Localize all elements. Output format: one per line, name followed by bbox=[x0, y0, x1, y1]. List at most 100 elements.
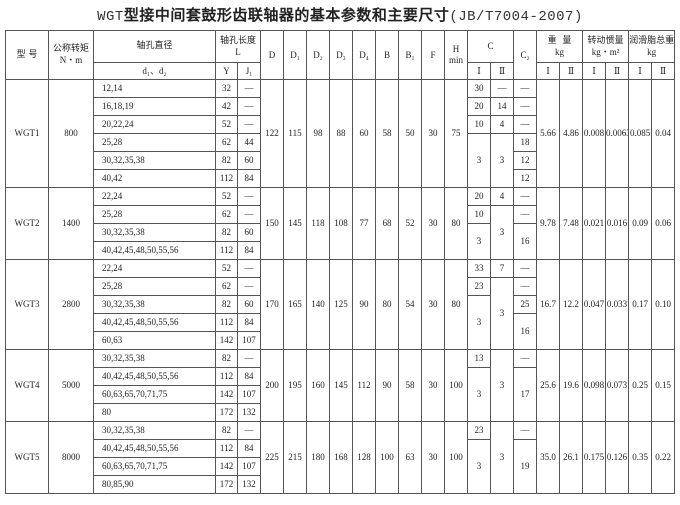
table-row: 40,42,45,48,50,55,56 112 84 3 19 bbox=[6, 439, 675, 494]
header-D1: D₁ bbox=[283, 30, 308, 80]
C2-cell: 12 bbox=[513, 169, 538, 188]
header-B1: B₁ bbox=[398, 30, 423, 80]
C2-cell: 16 bbox=[513, 313, 538, 350]
D1-cell: 165 bbox=[283, 259, 308, 350]
weight-II-cell: 26.1 bbox=[559, 421, 584, 494]
header-inertia-label: 转动惯量 bbox=[587, 35, 624, 46]
H-cell: 75 bbox=[444, 79, 469, 188]
C2-cell: — bbox=[513, 259, 538, 278]
length-Y-cell: 52 bbox=[215, 115, 238, 134]
header-D4: D₄ bbox=[352, 30, 377, 80]
length-J1-cell: 84 bbox=[236, 241, 262, 260]
bore-diameter-cell: 25,28 bbox=[93, 205, 216, 224]
header-grease: 润滑脂总重 kg bbox=[628, 30, 676, 63]
length-J1-cell: 60 bbox=[236, 151, 262, 170]
grease-II-cell: 0.15 bbox=[651, 349, 676, 422]
table-row: 20,22,24 52—10 4— bbox=[6, 115, 675, 134]
C-I-cell: 3 bbox=[467, 367, 492, 422]
header-length-symbol: L bbox=[235, 46, 241, 57]
C-I-cell: 13 bbox=[467, 349, 492, 368]
B-cell: 90 bbox=[375, 349, 400, 422]
length-J1-cell: — bbox=[236, 115, 262, 134]
inertia-II-cell: 0.033 bbox=[605, 259, 630, 350]
grease-II-cell: 0.06 bbox=[651, 187, 676, 260]
length-Y-cell: 62 bbox=[215, 277, 238, 296]
length-J1-cell: — bbox=[236, 187, 262, 206]
D-cell: 225 bbox=[260, 421, 285, 494]
length-Y-cell: 142 bbox=[215, 457, 238, 476]
grease-I-cell: 0.085 bbox=[628, 79, 653, 188]
length-Y-cell: 112 bbox=[215, 367, 238, 386]
B1-cell: 63 bbox=[398, 421, 423, 494]
header-C2: C₂ bbox=[513, 30, 538, 80]
bore-diameter-cell: 22,24 bbox=[93, 259, 216, 278]
D3-cell: 168 bbox=[329, 421, 354, 494]
C-II-cell: 3 bbox=[490, 349, 515, 422]
B1-cell: 50 bbox=[398, 79, 423, 188]
length-J1-cell: — bbox=[236, 259, 262, 278]
D4-cell: 77 bbox=[352, 187, 377, 260]
header-weight-label: 重 量 bbox=[547, 35, 572, 46]
length-J1-cell: 132 bbox=[236, 475, 262, 494]
F-cell: 30 bbox=[421, 421, 446, 494]
length-J1-cell: — bbox=[236, 97, 262, 116]
weight-I-cell: 25.6 bbox=[536, 349, 561, 422]
C-I-cell: 10 bbox=[467, 115, 492, 134]
header-H-label: H bbox=[452, 44, 460, 54]
table-row: 60,63 142 107 bbox=[6, 331, 675, 350]
C2-cell: — bbox=[513, 277, 538, 296]
length-J1-cell: — bbox=[236, 79, 262, 98]
bore-diameter-cell: 25,28 bbox=[93, 277, 216, 296]
D1-cell: 195 bbox=[283, 349, 308, 422]
length-Y-cell: 82 bbox=[215, 421, 238, 440]
torque-cell: 1400 bbox=[48, 187, 94, 260]
model-cell: WGT1 bbox=[5, 79, 49, 188]
bore-diameter-cell: 20,22,24 bbox=[93, 115, 216, 134]
C2-cell: — bbox=[513, 205, 538, 224]
header-torque: 公称转矩 N・m bbox=[48, 30, 94, 80]
coupling-parameter-table: 型 号 公称转矩 N・m 轴孔直径 轴孔长度 L D D₁ D₂ D₃ D₄ B B… bbox=[5, 30, 676, 494]
header-grease-I: Ⅰ bbox=[628, 62, 653, 80]
C-II-cell: 7 bbox=[490, 259, 515, 278]
F-cell: 30 bbox=[421, 259, 446, 350]
table-row: 25,28 62—10 3— bbox=[6, 205, 675, 260]
C-I-cell: 23 bbox=[467, 421, 492, 440]
weight-II-cell: 7.48 bbox=[559, 187, 584, 260]
title-standard: (JB/T7004-2007) bbox=[449, 9, 583, 25]
header-torque-label: 公称转矩 bbox=[52, 44, 89, 54]
inertia-I-cell: 0.098 bbox=[582, 349, 607, 422]
length-J1-cell: 107 bbox=[236, 331, 262, 350]
length-Y-cell: 82 bbox=[215, 223, 238, 242]
length-Y-cell: 172 bbox=[215, 403, 238, 422]
table-row: WGT2 1400 22,24 52—150 145 118 108 77 68 52 30 80 20… bbox=[5, 187, 676, 260]
B-cell: 58 bbox=[375, 79, 400, 188]
length-Y-cell: 52 bbox=[215, 187, 238, 206]
weight-I-cell: 35.0 bbox=[536, 421, 561, 494]
C2-cell: 18 bbox=[513, 133, 538, 152]
D4-cell: 60 bbox=[352, 79, 377, 188]
length-J1-cell: 60 bbox=[236, 295, 262, 314]
header-length-label: 轴孔长度 bbox=[220, 35, 257, 46]
length-Y-cell: 142 bbox=[215, 331, 238, 350]
grease-I-cell: 0.35 bbox=[628, 421, 653, 494]
document-title: WGT型接中间套鼓形齿联轴器的基本参数和主要尺寸(JB/T7004-2007) bbox=[0, 4, 680, 25]
header-torque-unit: N・m bbox=[59, 55, 83, 65]
bore-diameter-cell: 60,63 bbox=[93, 331, 216, 350]
grease-I-cell: 0.09 bbox=[628, 187, 653, 260]
length-Y-cell: 32 bbox=[215, 79, 238, 98]
B-cell: 100 bbox=[375, 421, 400, 494]
header-grease-II: Ⅱ bbox=[651, 62, 676, 80]
inertia-I-cell: 0.008 bbox=[582, 79, 607, 188]
header-D3: D₃ bbox=[329, 30, 354, 80]
model-cell: WGT4 bbox=[5, 349, 49, 422]
inertia-I-cell: 0.047 bbox=[582, 259, 607, 350]
inertia-II-cell: 0.016 bbox=[605, 187, 630, 260]
C-I-cell: 3 bbox=[467, 133, 492, 188]
bore-diameter-cell: 16,18,19 bbox=[93, 97, 216, 116]
bore-diameter-cell: 22,24 bbox=[93, 187, 216, 206]
C-II-cell: 4 bbox=[490, 187, 515, 206]
header-F: F bbox=[421, 30, 446, 80]
B1-cell: 52 bbox=[398, 187, 423, 260]
header-D2: D₂ bbox=[306, 30, 331, 80]
C2-cell: 17 bbox=[513, 367, 538, 422]
